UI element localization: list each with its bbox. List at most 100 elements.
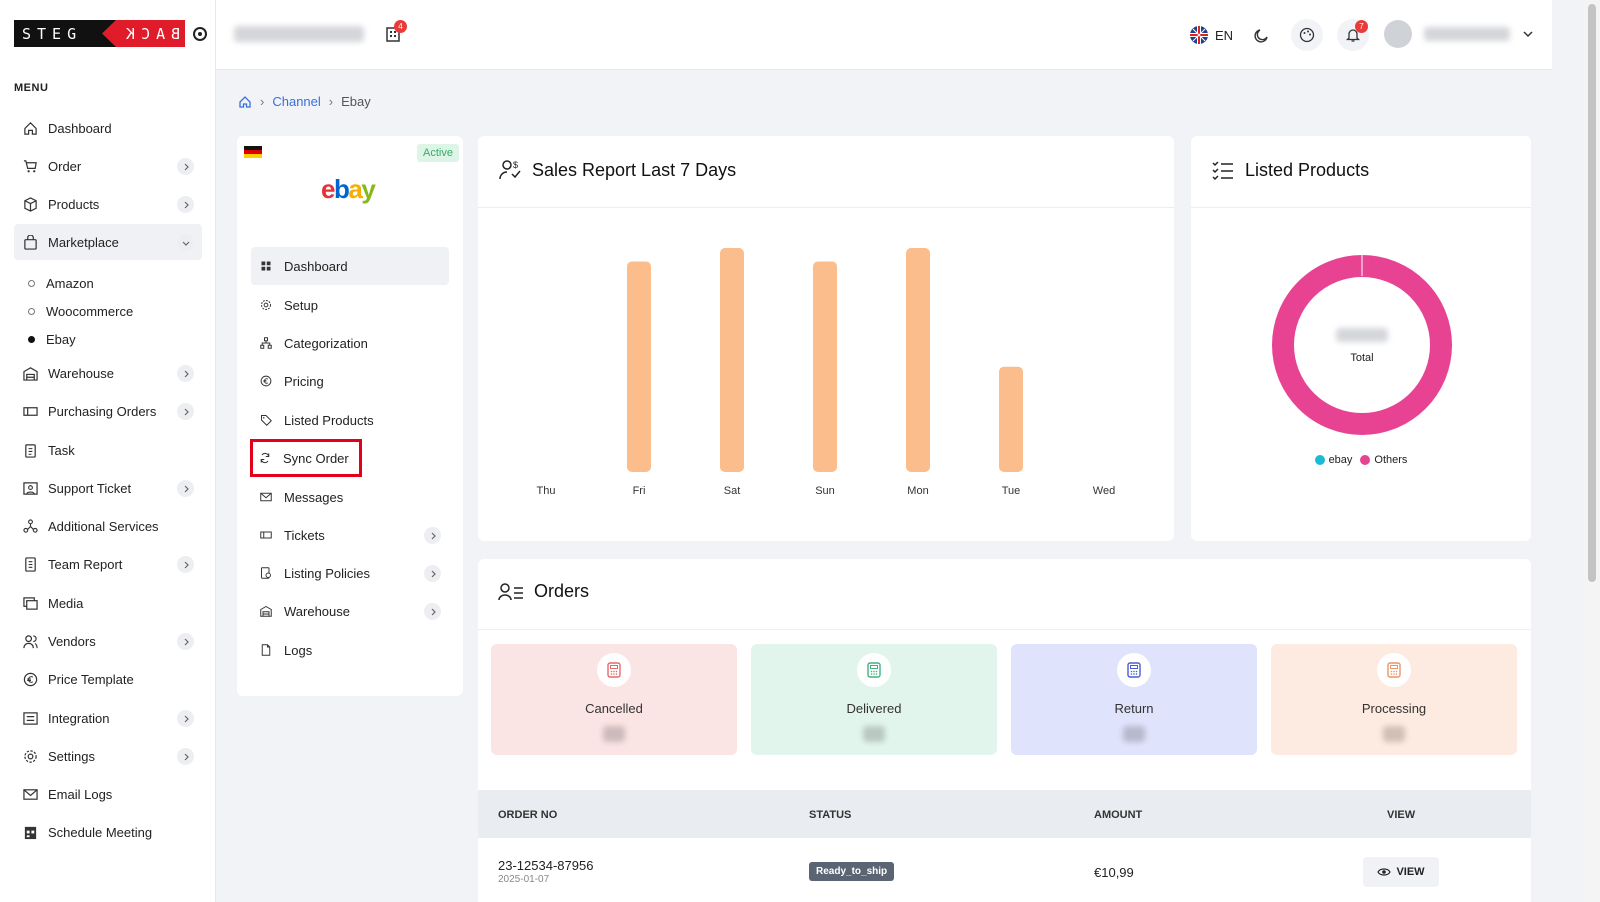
gear-icon	[22, 748, 38, 764]
chevron-right-icon[interactable]	[177, 748, 194, 765]
chevron-right-icon[interactable]	[424, 527, 441, 544]
chevron-right-icon[interactable]	[177, 710, 194, 727]
bar-mon[interactable]	[906, 248, 930, 472]
palette-icon[interactable]	[1291, 19, 1323, 51]
channel-nav-listed-products[interactable]: Listed Products	[251, 401, 449, 439]
sidebar-item-label: Team Report	[48, 556, 123, 572]
language-selector[interactable]: EN	[1190, 26, 1233, 44]
sidebar-subitem-amazon[interactable]: Amazon	[28, 276, 94, 291]
channel-nav-logs[interactable]: Logs	[251, 631, 449, 669]
chevron-right-icon[interactable]	[424, 603, 441, 620]
calculator-icon	[1117, 653, 1151, 687]
chevron-right-icon[interactable]	[177, 556, 194, 573]
brand-logo[interactable]: STEG BACK	[14, 20, 207, 47]
ebay-logo-letter: y	[361, 174, 375, 204]
channel-nav-label: Categorization	[284, 335, 368, 351]
x-tick-label: Thu	[537, 485, 556, 497]
bar-tue[interactable]	[999, 366, 1023, 472]
radio-dot-icon	[28, 336, 35, 343]
logo-text-right: BACK	[120, 25, 181, 43]
cart-icon	[22, 158, 38, 174]
sidebar-item-marketplace[interactable]: Marketplace	[14, 224, 202, 260]
channel-nav-categorization[interactable]: Categorization	[251, 324, 449, 362]
sidebar-item-media[interactable]: Media	[14, 585, 202, 621]
sidebar-item-integration[interactable]: Integration	[14, 700, 202, 736]
channel-nav-setup[interactable]: Setup	[251, 286, 449, 324]
status-card-delivered[interactable]: Delivered	[751, 644, 997, 755]
chevron-down-icon[interactable]	[177, 234, 194, 251]
user-menu[interactable]	[1384, 20, 1534, 48]
page-scrollbar[interactable]	[1584, 0, 1600, 902]
sidebar-item-team-report[interactable]: Team Report	[14, 546, 202, 582]
order-number[interactable]: 23-12534-87956	[498, 858, 594, 873]
channel-nav-label: Messages	[284, 489, 344, 505]
sidebar-item-settings[interactable]: Settings	[14, 738, 202, 774]
chevron-right-icon[interactable]	[177, 365, 194, 382]
box-icon	[22, 196, 38, 212]
chevron-right-icon[interactable]	[177, 158, 194, 175]
sidebar-item-label: Order	[48, 158, 82, 174]
chevron-down-icon	[1523, 31, 1533, 38]
breadcrumb-channel[interactable]: Channel	[272, 94, 321, 109]
gear-icon	[260, 299, 272, 311]
channel-nav-tickets[interactable]: Tickets	[251, 516, 449, 554]
uk-flag-icon	[1190, 26, 1208, 44]
channel-nav-pricing[interactable]: Pricing	[251, 362, 449, 400]
legend-item-others[interactable]: Others	[1360, 454, 1407, 466]
notification-bell-icon[interactable]: 7	[1337, 19, 1369, 51]
sidebar-subitem-label: Ebay	[46, 332, 76, 347]
status-card-return[interactable]: Return	[1011, 644, 1257, 755]
legend-label: ebay	[1328, 454, 1353, 466]
sidebar-item-additional-services[interactable]: Additional Services	[14, 508, 202, 544]
channel-nav-label: Listing Policies	[284, 565, 370, 581]
chevron-right-icon[interactable]	[177, 403, 194, 420]
building-icon[interactable]: 4	[384, 20, 407, 43]
view-button[interactable]: VIEW	[1363, 857, 1439, 887]
sidebar-subitem-ebay[interactable]: Ebay	[28, 332, 76, 347]
x-tick-label: Sat	[724, 485, 741, 497]
ebay-logo: ebay	[321, 174, 376, 205]
sidebar-item-email-logs[interactable]: Email Logs	[14, 776, 202, 812]
chevron-right-icon[interactable]	[177, 633, 194, 650]
status-card-processing[interactable]: Processing	[1271, 644, 1517, 755]
sidebar-item-dashboard[interactable]: Dashboard	[14, 110, 202, 146]
sidebar-item-products[interactable]: Products	[14, 186, 202, 222]
sidebar-subitem-woocommerce[interactable]: Woocommerce	[28, 304, 133, 319]
channel-nav-dashboard[interactable]: Dashboard	[251, 247, 449, 285]
user-name	[1424, 27, 1510, 41]
bar-sun[interactable]	[813, 261, 837, 472]
legend-dot-icon	[1314, 455, 1325, 465]
calculator-icon	[857, 653, 891, 687]
sidebar-item-label: Support Ticket	[48, 480, 132, 496]
sidebar-item-price-template[interactable]: Price Template	[14, 661, 202, 697]
dark-mode-icon[interactable]	[1246, 19, 1278, 51]
sidebar-item-purchasing-orders[interactable]: Purchasing Orders	[14, 393, 202, 429]
logo-text-left: STEG	[22, 24, 83, 43]
sidebar-toggle-icon[interactable]	[193, 26, 207, 41]
status-badge: Active	[417, 144, 459, 162]
checklist-icon	[1212, 161, 1233, 181]
status-card-cancelled[interactable]: Cancelled	[491, 644, 737, 755]
sidebar-item-task[interactable]: Task	[14, 432, 202, 468]
bar-fri[interactable]	[627, 261, 651, 472]
bar-sat[interactable]	[720, 248, 744, 472]
ebay-logo-letter: b	[333, 174, 350, 204]
total-value	[1336, 328, 1388, 342]
channel-nav-sync-order[interactable]: Sync Order	[250, 439, 362, 477]
sidebar-item-warehouse[interactable]: Warehouse	[14, 355, 202, 391]
sidebar-item-schedule-meeting[interactable]: Schedule Meeting	[14, 814, 202, 850]
calculator-icon	[597, 653, 631, 687]
language-label: EN	[1215, 27, 1234, 43]
legend-item-ebay[interactable]: ebay	[1314, 454, 1353, 466]
sidebar-item-vendors[interactable]: Vendors	[14, 623, 202, 659]
channel-nav-warehouse[interactable]: Warehouse	[251, 592, 449, 630]
channel-nav-messages[interactable]: Messages	[251, 478, 449, 516]
chevron-right-icon[interactable]	[177, 196, 194, 213]
company-name	[234, 26, 364, 42]
sidebar-item-order[interactable]: Order	[14, 148, 202, 184]
channel-nav-listing-policies[interactable]: Listing Policies	[251, 554, 449, 592]
chevron-right-icon[interactable]	[424, 565, 441, 582]
chevron-right-icon[interactable]	[177, 480, 194, 497]
home-icon[interactable]	[238, 95, 252, 109]
sidebar-item-support-ticket[interactable]: Support Ticket	[14, 470, 202, 506]
